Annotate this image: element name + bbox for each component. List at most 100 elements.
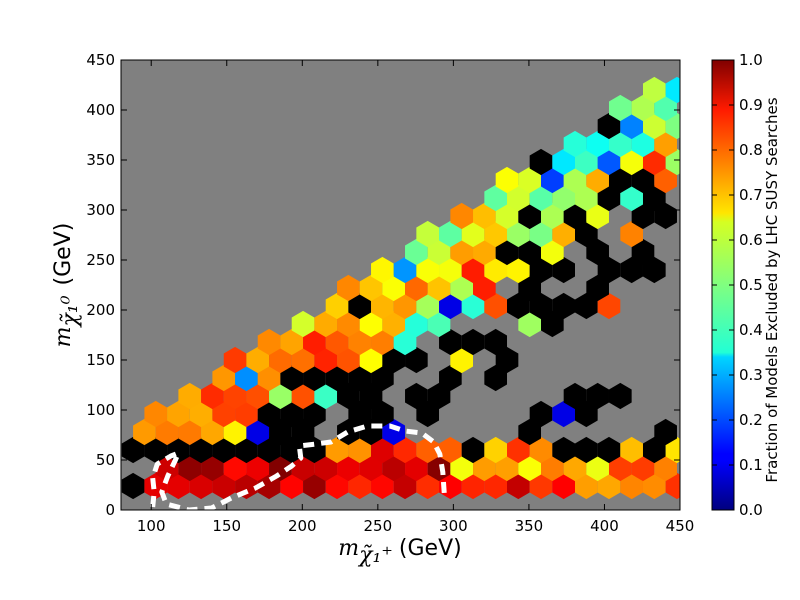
hex-cell (552, 184, 575, 212)
hex-cell (427, 238, 451, 266)
hex-cell (518, 310, 542, 338)
y-tick-label: 0 (105, 501, 115, 519)
colorbar-tick-label: 0.2 (739, 411, 763, 429)
hex-cell (484, 220, 508, 248)
hex-cell (518, 454, 542, 482)
hex-cell (223, 454, 247, 482)
hex-cell (597, 292, 621, 320)
hex-cell (642, 256, 666, 284)
hex-cell (608, 130, 632, 158)
hex-cell (337, 454, 360, 482)
hex-cell (359, 382, 383, 410)
hex-cell (461, 256, 485, 284)
y-tick-label: 350 (86, 151, 115, 169)
hex-cell (541, 454, 564, 482)
hex-cell (416, 220, 440, 248)
colorbar-tick-label: 0.1 (739, 456, 763, 474)
plot-frame (120, 59, 681, 511)
hex-cell (654, 418, 677, 446)
hex-cell (189, 472, 213, 500)
colorbar-tick-label: 0.7 (739, 186, 763, 204)
hex-cell (405, 274, 428, 302)
hex-cell (597, 148, 621, 176)
x-tick-label: 100 (137, 517, 166, 535)
hex-cell (359, 310, 383, 338)
hex-cell (257, 400, 281, 428)
hex-cell (393, 436, 417, 464)
hex-cell (575, 292, 598, 320)
hex-cell (608, 166, 632, 194)
hex-cell (223, 346, 247, 374)
hex-cell (201, 454, 224, 482)
hex-cell (495, 454, 519, 482)
hex-cell (597, 472, 621, 500)
hex-cell (416, 436, 440, 464)
hex-cell (608, 94, 632, 122)
hex-cell (563, 382, 587, 410)
hex-cell (642, 184, 666, 212)
hex-cell (167, 400, 190, 428)
hex-cell (529, 220, 553, 248)
hex-cell (348, 436, 372, 464)
hex-cell (348, 328, 372, 356)
x-tick-label: 300 (439, 517, 468, 535)
hex-cell (552, 148, 575, 176)
hex-cell (189, 400, 213, 428)
hex-cell (665, 112, 680, 140)
hex-cell (416, 400, 440, 428)
hex-cell (280, 472, 304, 500)
hex-cell (654, 454, 677, 482)
hex-cell (201, 418, 224, 446)
hex-cell (314, 454, 338, 482)
hex-cell (439, 220, 462, 248)
hex-cell (575, 148, 598, 176)
hex-cell (484, 292, 508, 320)
hex-cell (552, 220, 575, 248)
hex-cell (563, 166, 587, 194)
hex-cell (484, 328, 508, 356)
colorbar-tick-label: 0.4 (739, 321, 763, 339)
hex-cell (212, 436, 236, 464)
hex-cell (495, 238, 519, 266)
hex-cell (665, 76, 680, 104)
hex-cell (495, 202, 519, 230)
hex-cell (450, 238, 474, 266)
hex-cell (189, 436, 213, 464)
hex-cell (121, 436, 145, 464)
colorbar-tick-label: 0.6 (739, 231, 763, 249)
hex-cell (348, 364, 372, 392)
hex-cell (121, 472, 145, 500)
hex-cell (461, 436, 485, 464)
hex-cell (563, 130, 587, 158)
hex-cell (257, 436, 281, 464)
x-tick-label: 400 (590, 517, 619, 535)
hex-cell (371, 436, 394, 464)
hex-cell (257, 328, 281, 356)
hex-cell (529, 472, 553, 500)
hex-cell (586, 202, 609, 230)
hex-cell (337, 274, 360, 302)
hex-cell (405, 238, 428, 266)
colorbar-tick-label: 0.3 (739, 366, 763, 384)
hex-cell (235, 436, 258, 464)
hex-cell (416, 472, 440, 500)
hex-cell (518, 166, 542, 194)
hex-cell (552, 436, 575, 464)
y-tick-label: 250 (86, 251, 115, 269)
hex-cell (665, 148, 680, 176)
hex-cell (280, 328, 304, 356)
hex-cell (654, 130, 677, 158)
hex-cell (461, 292, 485, 320)
hex-cell (303, 328, 326, 356)
hex-cell (337, 418, 360, 446)
hex-cell (235, 400, 258, 428)
y-tick-label: 100 (86, 401, 115, 419)
hex-cell (518, 202, 542, 230)
hex-cell (246, 418, 270, 446)
hex-cell (461, 328, 485, 356)
hex-cell (167, 472, 190, 500)
hex-cell (484, 184, 508, 212)
y-axis-label: mχ̃₁⁰ (GeV) (51, 223, 83, 348)
hex-cell (416, 256, 440, 284)
hex-cell (597, 436, 621, 464)
